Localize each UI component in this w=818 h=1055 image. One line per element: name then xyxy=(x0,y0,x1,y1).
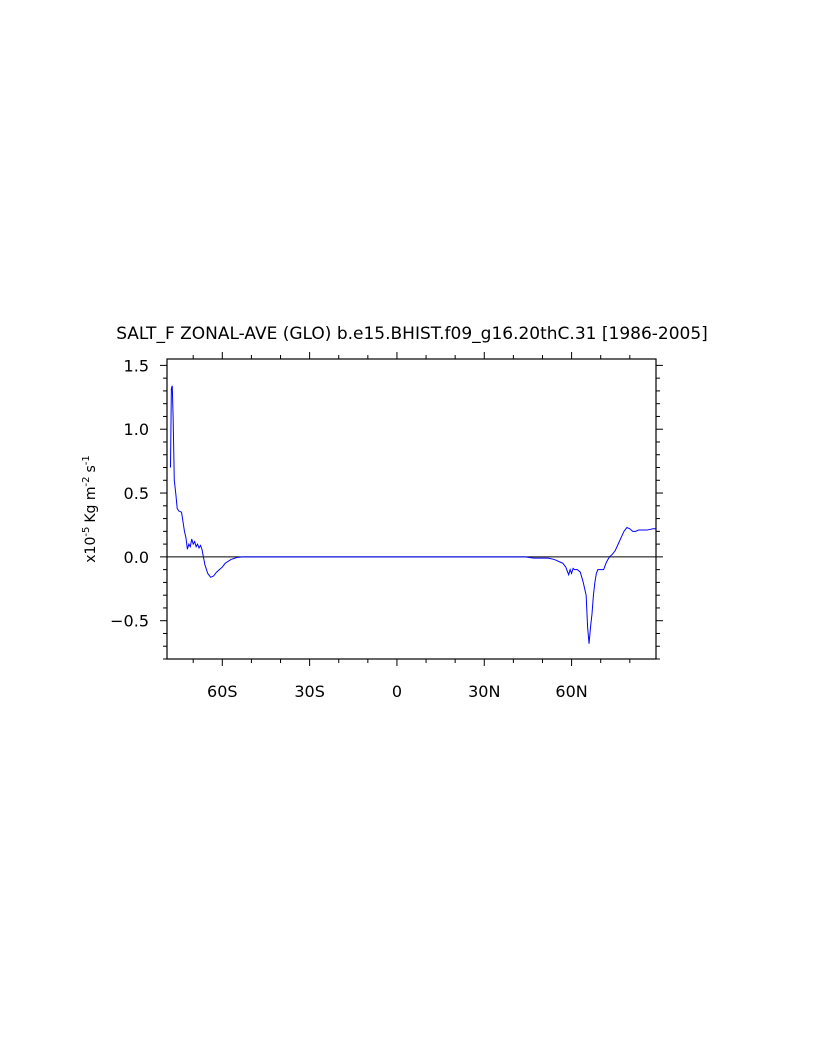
ylabel-prefix: x10 xyxy=(83,537,99,563)
x-tick-label: 30N xyxy=(468,682,500,701)
x-tick-label: 60S xyxy=(207,682,238,701)
y-tick-label: 0.0 xyxy=(124,548,149,567)
y-tick-label: 0.5 xyxy=(124,484,149,503)
series-line-0 xyxy=(169,385,656,644)
x-tick-label: 0 xyxy=(392,682,402,701)
y-tick-label: 1.5 xyxy=(124,356,149,375)
x-tick-label: 30S xyxy=(294,682,325,701)
x-tick-label: 60N xyxy=(555,682,587,701)
y-axis-label: x10-5 Kg m-2 s-1 xyxy=(81,455,99,563)
ylabel-exp: -5 xyxy=(81,527,92,537)
svg-text:x10-5Kg m-2s-1: x10-5 Kg m-2 s-1 xyxy=(81,455,99,563)
ylabel-exp2: -2 xyxy=(81,477,92,487)
ylabel-exp3: -1 xyxy=(81,455,92,465)
y-tick-label: 1.0 xyxy=(124,420,149,439)
y-tick-label: −0.5 xyxy=(110,612,149,631)
ylabel-unit2: s xyxy=(83,465,99,472)
tick-labels: 1.5 1.0 0.5 0.0 −0.5 60S 30S 0 30N 60N xyxy=(110,356,588,701)
series-layer xyxy=(169,385,656,644)
chart-title: SALT_F ZONAL-AVE (GLO) b.e15.BHIST.f09_g… xyxy=(116,324,708,344)
plot-frame xyxy=(166,358,657,660)
ylabel-unit1: Kg m xyxy=(83,487,99,523)
ticks-layer xyxy=(160,352,663,666)
